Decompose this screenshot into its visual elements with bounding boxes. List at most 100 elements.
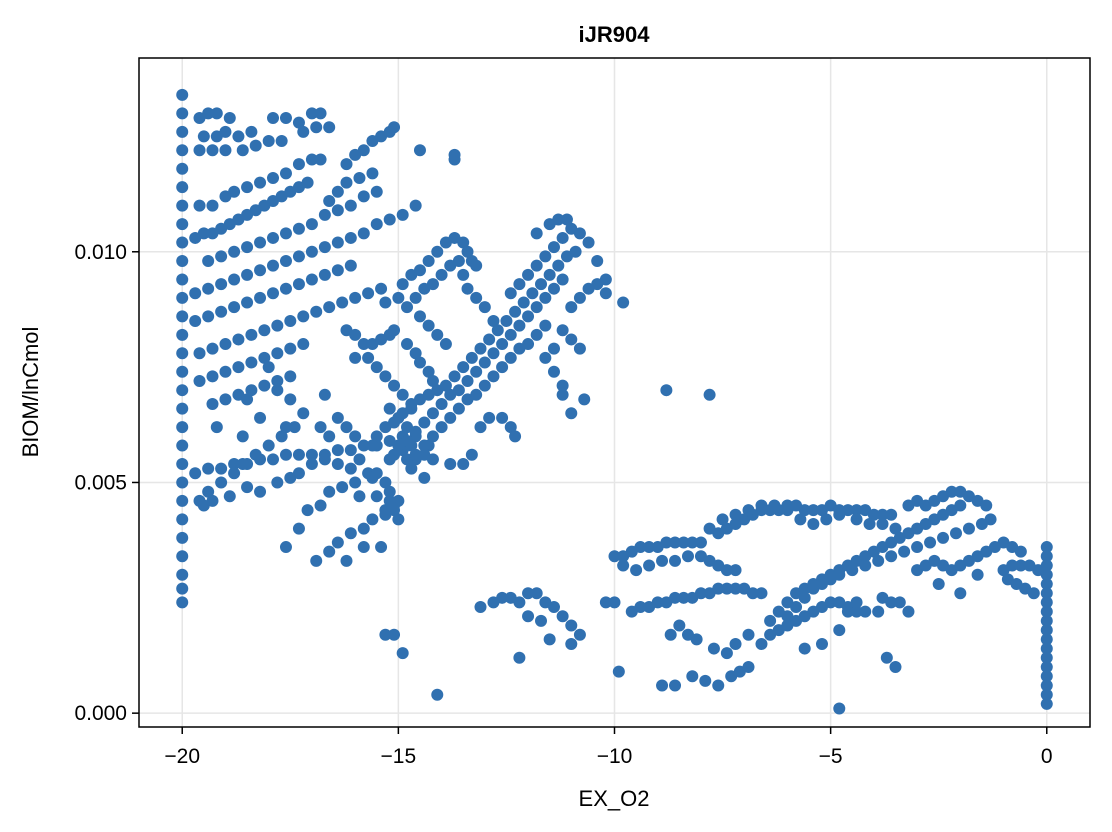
data-point (323, 121, 336, 134)
data-point (1040, 624, 1053, 637)
data-point (1014, 559, 1027, 572)
data-point (284, 342, 297, 355)
data-point (314, 107, 327, 120)
data-point (522, 610, 535, 623)
data-point (526, 287, 539, 300)
x-axis-label: EX_O2 (579, 786, 650, 811)
data-point (271, 384, 284, 397)
data-point (375, 282, 388, 295)
data-point (742, 504, 755, 517)
data-point (197, 227, 210, 240)
data-point (1040, 697, 1053, 710)
data-point (470, 259, 483, 272)
data-point (539, 250, 552, 263)
data-point (547, 601, 560, 614)
data-point (241, 181, 254, 194)
data-point (444, 411, 457, 424)
data-point (504, 287, 517, 300)
data-point (206, 342, 219, 355)
data-point (249, 448, 262, 461)
data-point (1014, 545, 1027, 558)
data-point (331, 411, 344, 424)
y-tick-label: 0.000 (74, 702, 127, 725)
data-point (392, 291, 405, 304)
data-point (483, 333, 496, 346)
data-point (202, 255, 215, 268)
data-point (634, 541, 647, 554)
data-point (215, 278, 228, 291)
data-point (353, 453, 366, 466)
data-point (331, 204, 344, 217)
data-point (807, 504, 820, 517)
data-point (426, 407, 439, 420)
data-point (245, 328, 258, 341)
data-point (556, 273, 569, 286)
data-point (401, 338, 414, 351)
data-point (344, 231, 357, 244)
data-point (439, 379, 452, 392)
data-point (388, 324, 401, 337)
data-point (924, 536, 937, 549)
data-point (267, 453, 280, 466)
data-point (794, 513, 807, 526)
data-point (656, 679, 669, 692)
data-point (487, 370, 500, 383)
data-point (279, 227, 292, 240)
data-point (478, 301, 491, 314)
data-point (578, 393, 591, 406)
data-point (651, 596, 664, 609)
x-tick-label: −15 (381, 745, 417, 768)
data-point (388, 504, 401, 517)
data-point (340, 421, 353, 434)
data-point (530, 259, 543, 272)
data-point (556, 231, 569, 244)
data-point (535, 278, 548, 291)
data-point (543, 633, 556, 646)
data-point (911, 494, 924, 507)
data-point (729, 582, 742, 595)
data-point (1040, 587, 1053, 600)
data-point (1040, 642, 1053, 655)
data-point (971, 568, 984, 581)
y-tick-label: 0.010 (74, 241, 127, 264)
data-point (764, 614, 777, 627)
data-point (556, 379, 569, 392)
data-point (193, 374, 206, 387)
data-point (236, 458, 249, 471)
data-point (206, 494, 219, 507)
data-point (292, 222, 305, 235)
data-point (241, 296, 254, 309)
data-point (366, 167, 379, 180)
data-point (755, 587, 768, 600)
data-point (547, 342, 560, 355)
x-tick-label: −10 (597, 745, 633, 768)
data-point (228, 245, 241, 258)
data-point (850, 596, 863, 609)
data-point (323, 545, 336, 558)
data-point (383, 494, 396, 507)
data-point (422, 255, 435, 268)
data-point (720, 564, 733, 577)
data-point (478, 356, 491, 369)
data-point (500, 314, 513, 327)
data-point (219, 125, 232, 138)
data-point (841, 605, 854, 618)
data-point (513, 278, 526, 291)
data-point (522, 338, 535, 351)
data-point (781, 504, 794, 517)
data-point (1040, 633, 1053, 646)
data-point (790, 601, 803, 614)
data-point (383, 453, 396, 466)
data-point (807, 517, 820, 530)
data-point (258, 324, 271, 337)
data-point (573, 291, 586, 304)
data-point (176, 476, 189, 489)
data-point (193, 199, 206, 212)
data-point (176, 550, 189, 563)
data-point (176, 421, 189, 434)
data-point (612, 665, 625, 678)
data-point (876, 591, 889, 604)
data-point (254, 236, 267, 249)
data-point (474, 601, 487, 614)
data-point (292, 116, 305, 129)
